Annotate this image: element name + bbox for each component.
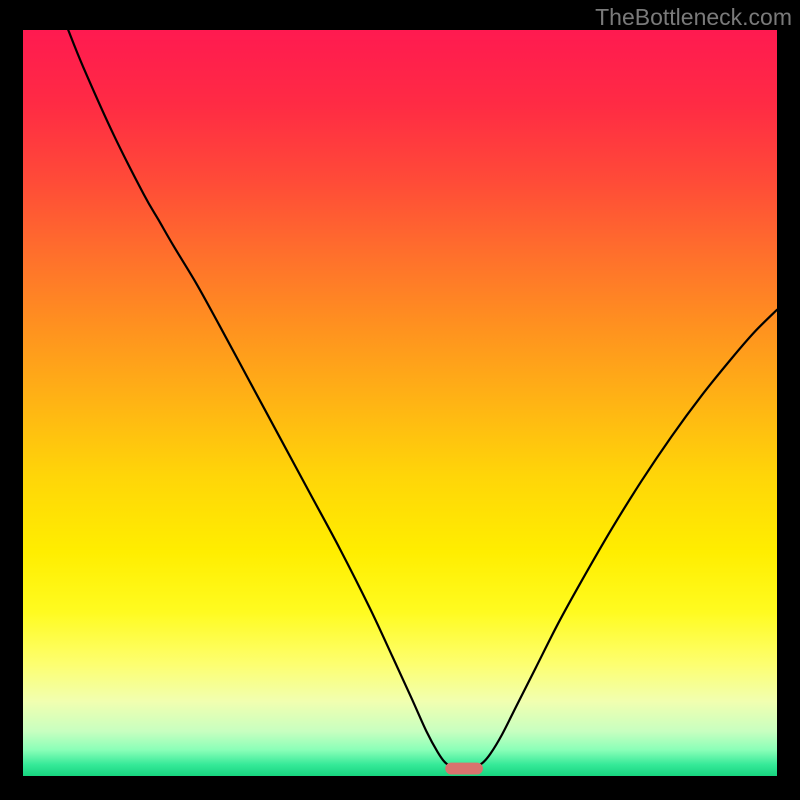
plot-svg	[23, 30, 777, 776]
plot-area	[23, 30, 777, 776]
watermark-text: TheBottleneck.com	[595, 4, 792, 31]
chart-container: TheBottleneck.com	[0, 0, 800, 800]
plot-background	[23, 30, 777, 776]
optimum-marker	[445, 763, 483, 775]
